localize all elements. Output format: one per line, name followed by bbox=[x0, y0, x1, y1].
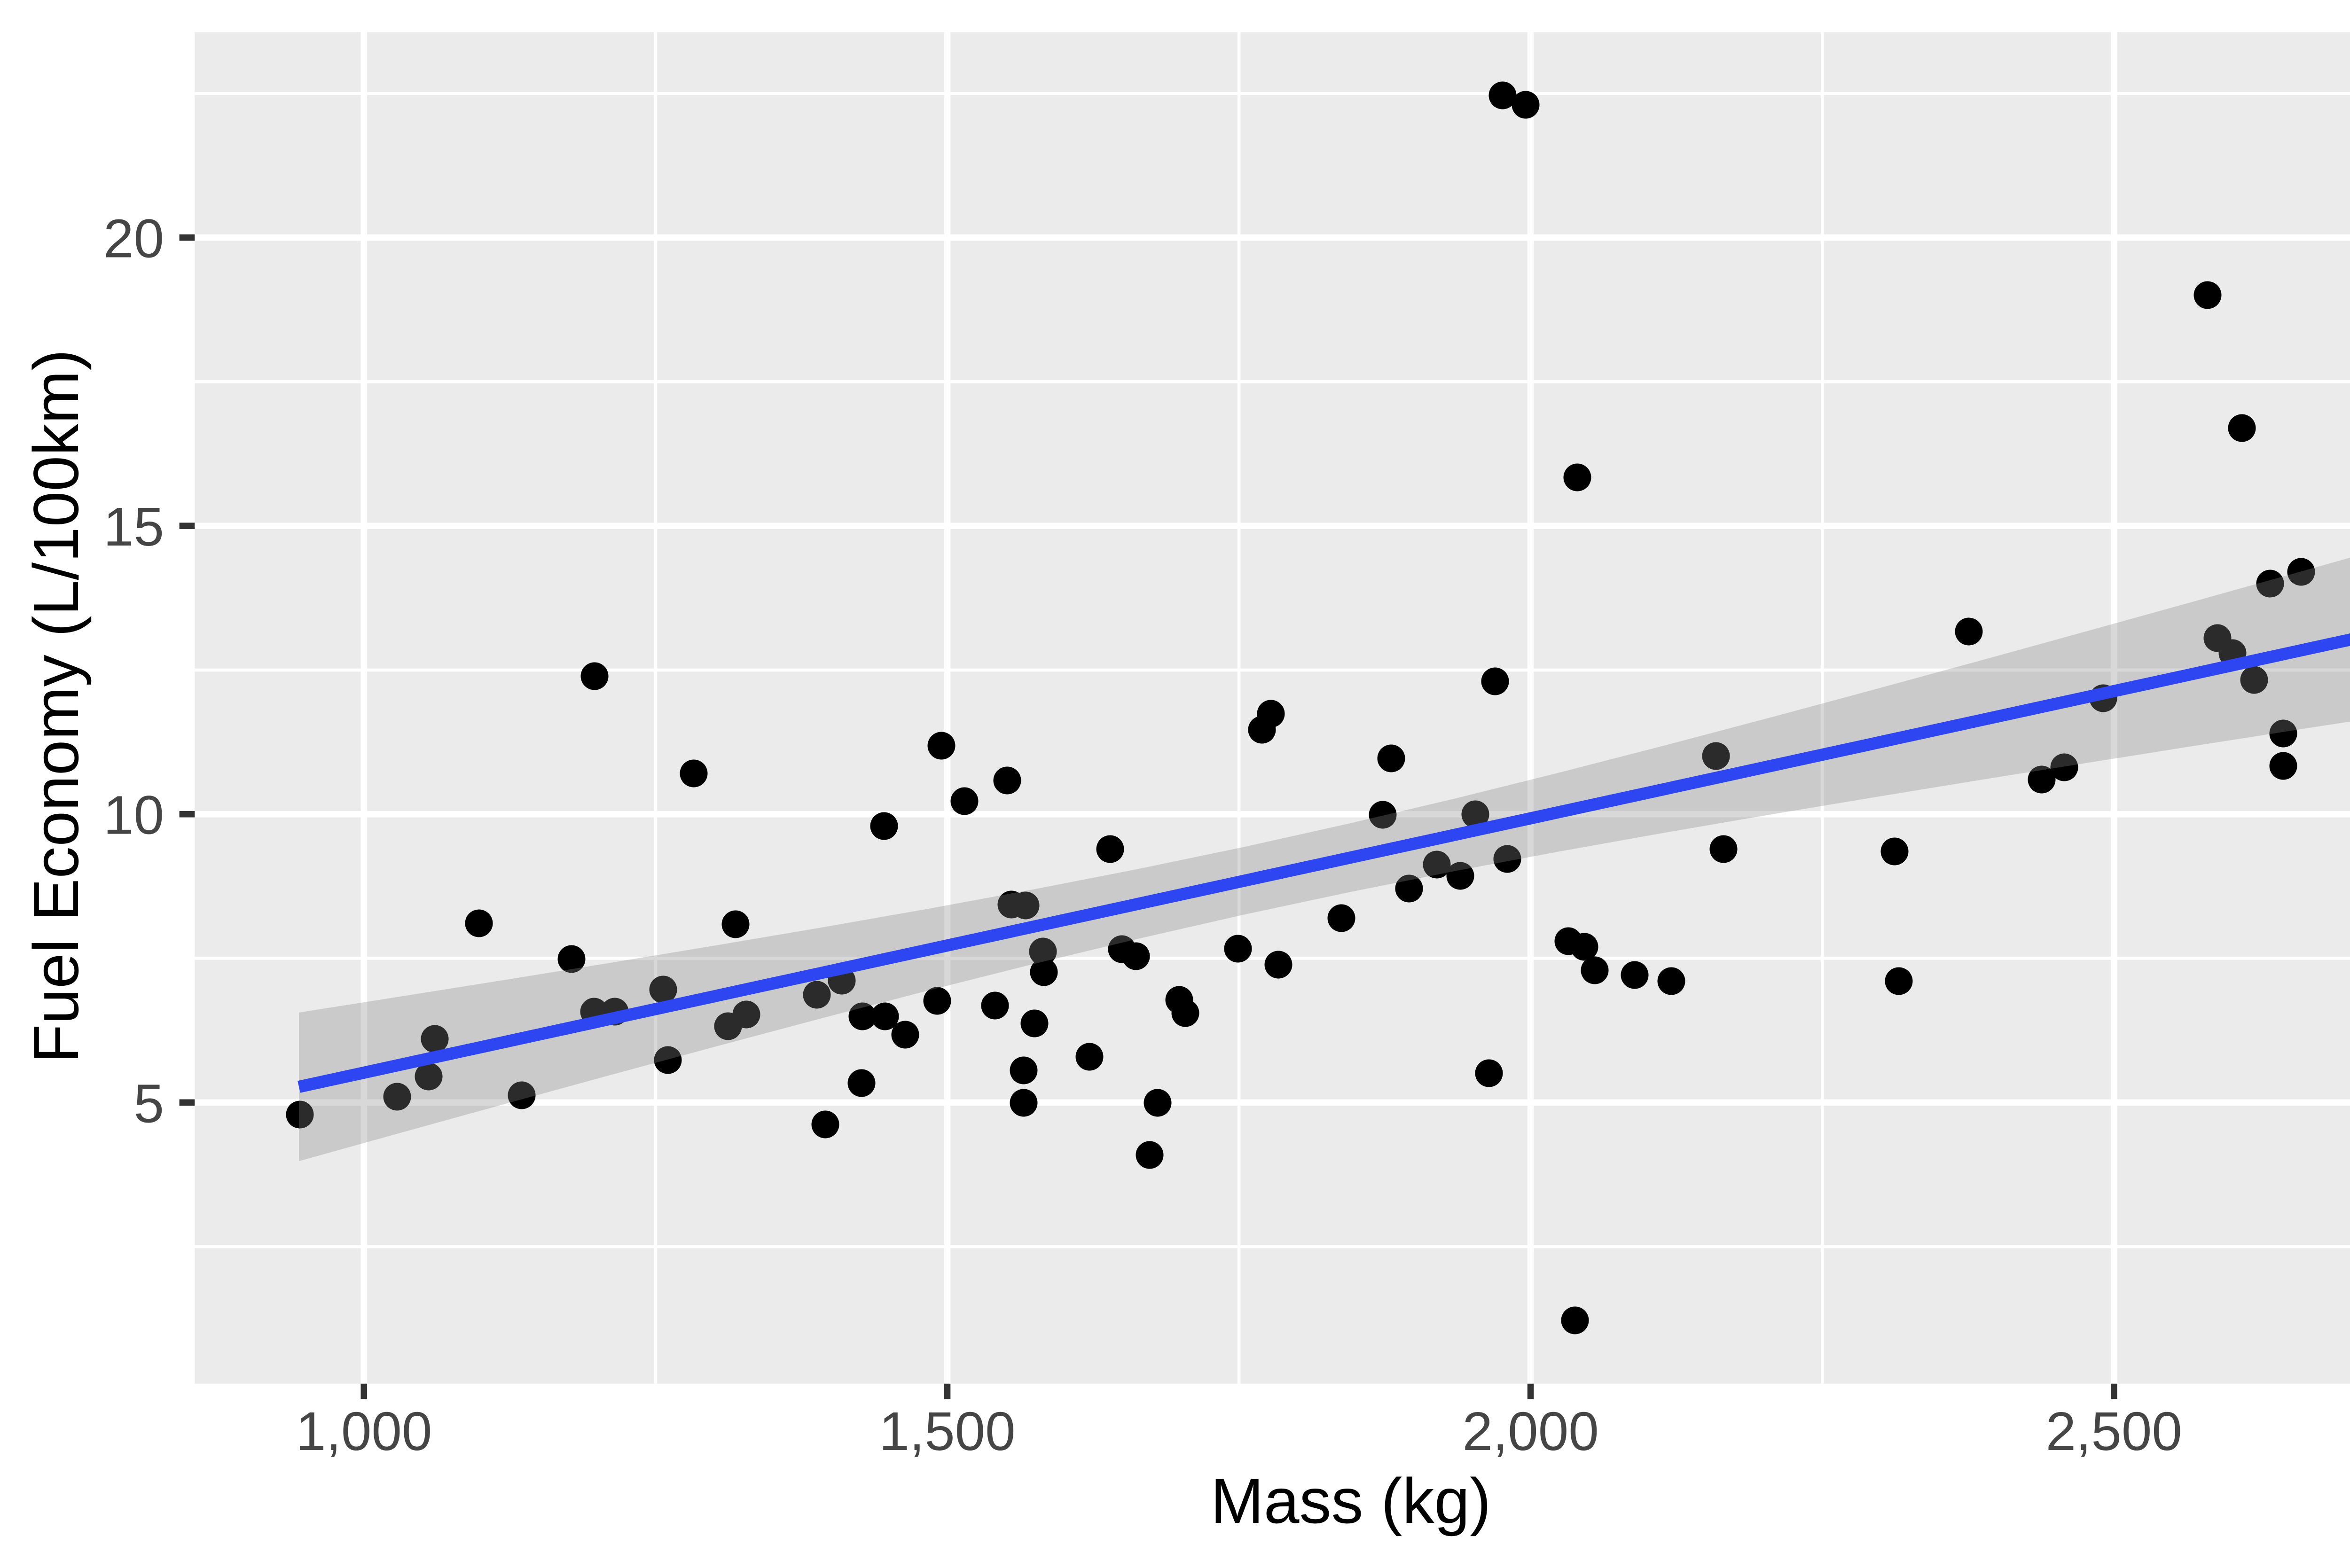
svg-text:1,000: 1,000 bbox=[296, 1401, 432, 1462]
svg-text:5: 5 bbox=[133, 1073, 164, 1134]
svg-text:Mass (kg): Mass (kg) bbox=[1211, 1465, 1491, 1537]
svg-text:2,500: 2,500 bbox=[2046, 1401, 2182, 1462]
svg-text:Fuel Economy (L/100km): Fuel Economy (L/100km) bbox=[20, 349, 92, 1063]
svg-text:15: 15 bbox=[103, 496, 164, 557]
svg-text:2,000: 2,000 bbox=[1462, 1401, 1598, 1462]
svg-text:10: 10 bbox=[103, 785, 164, 846]
svg-text:1,500: 1,500 bbox=[879, 1401, 1015, 1462]
svg-text:20: 20 bbox=[103, 208, 164, 269]
